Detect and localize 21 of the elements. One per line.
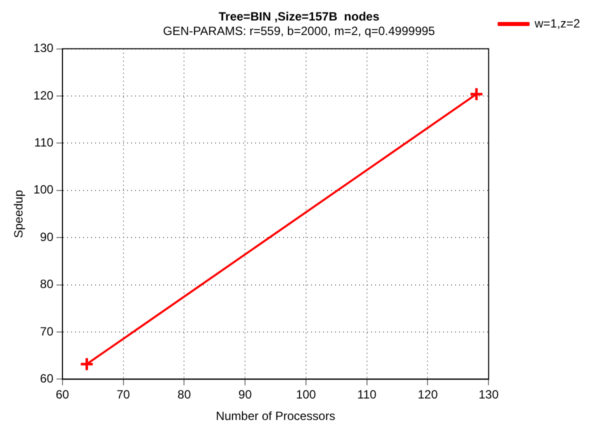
x-axis-title: Number of Processors	[216, 409, 336, 424]
y-tick-label: 90	[40, 230, 54, 244]
x-tick-label: 60	[56, 388, 70, 402]
x-tick-label: 90	[238, 388, 252, 402]
x-tick-label: 130	[478, 388, 499, 402]
y-tick-label: 110	[34, 136, 54, 150]
y-tick-label: 130	[33, 41, 54, 56]
x-tick-label: 100	[296, 388, 316, 402]
y-tick-label: 100	[33, 182, 54, 197]
y-tick-label: 70	[40, 324, 54, 338]
x-tick-label: 120	[418, 388, 438, 402]
chart-title: Tree=BIN ,Size=157B nodes	[218, 10, 380, 24]
y-tick-label: 80	[40, 277, 54, 292]
x-tick-label: 80	[178, 388, 192, 402]
legend-label: w=1,z=2	[534, 16, 580, 30]
y-tick-label: 60	[40, 372, 54, 386]
chart-subtitle: GEN-PARAMS: r=559, b=2000, m=2, q=0.4999995	[163, 24, 436, 38]
y-tick-label: 120	[33, 88, 54, 102]
x-tick-label: 70	[116, 388, 130, 402]
y-axis-title: Speedup	[12, 190, 26, 238]
x-tick-label: 110	[357, 388, 377, 402]
